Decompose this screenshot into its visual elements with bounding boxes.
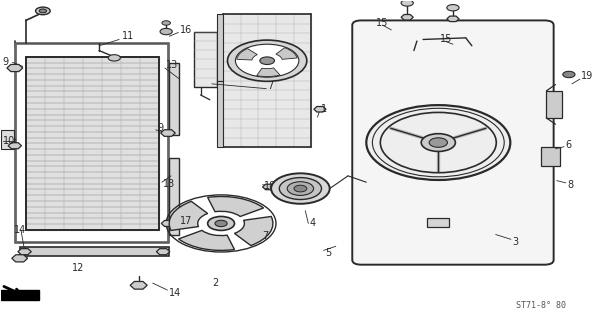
Circle shape xyxy=(108,55,120,61)
Polygon shape xyxy=(156,249,170,255)
Text: 10: 10 xyxy=(2,136,15,146)
Wedge shape xyxy=(257,68,280,76)
Circle shape xyxy=(39,9,47,13)
Text: FR.: FR. xyxy=(7,290,28,300)
Wedge shape xyxy=(234,216,273,245)
Polygon shape xyxy=(8,143,21,149)
Text: 7: 7 xyxy=(267,81,273,92)
Polygon shape xyxy=(401,14,413,20)
Polygon shape xyxy=(12,255,28,262)
Text: 14: 14 xyxy=(13,225,26,235)
Bar xyxy=(169,63,179,135)
Text: 6: 6 xyxy=(566,140,572,150)
Circle shape xyxy=(36,7,50,15)
Text: 1: 1 xyxy=(321,104,327,114)
Circle shape xyxy=(449,17,456,20)
Polygon shape xyxy=(161,130,175,136)
Circle shape xyxy=(162,21,170,25)
Circle shape xyxy=(215,220,227,227)
Bar xyxy=(427,218,449,227)
Circle shape xyxy=(429,138,447,147)
Circle shape xyxy=(208,216,235,230)
Bar xyxy=(217,81,223,147)
Circle shape xyxy=(294,185,307,192)
Circle shape xyxy=(134,283,143,288)
Text: 13: 13 xyxy=(163,179,175,189)
Bar xyxy=(169,158,179,235)
Circle shape xyxy=(260,57,275,65)
Circle shape xyxy=(421,134,455,151)
Polygon shape xyxy=(161,220,175,227)
Circle shape xyxy=(15,256,24,260)
Text: 14: 14 xyxy=(169,288,181,298)
Text: 3: 3 xyxy=(512,237,519,247)
Polygon shape xyxy=(130,282,147,289)
Text: 12: 12 xyxy=(72,263,84,273)
Polygon shape xyxy=(26,57,159,230)
Circle shape xyxy=(563,71,575,78)
Text: 11: 11 xyxy=(122,31,134,41)
Circle shape xyxy=(10,66,19,70)
Wedge shape xyxy=(276,48,297,59)
Text: 5: 5 xyxy=(325,248,331,258)
Polygon shape xyxy=(314,107,326,112)
Bar xyxy=(1,130,13,149)
Circle shape xyxy=(265,185,272,189)
Text: 9: 9 xyxy=(2,57,9,67)
Text: ST71-8° 80: ST71-8° 80 xyxy=(516,301,566,310)
Polygon shape xyxy=(1,290,39,300)
Polygon shape xyxy=(7,64,23,72)
Polygon shape xyxy=(223,14,311,147)
Text: 7: 7 xyxy=(262,231,269,241)
Circle shape xyxy=(227,40,306,81)
Polygon shape xyxy=(18,249,31,255)
Text: 9: 9 xyxy=(157,123,163,133)
Circle shape xyxy=(401,0,413,6)
Circle shape xyxy=(316,108,323,111)
Text: 2: 2 xyxy=(212,278,218,288)
Bar xyxy=(217,14,223,81)
Circle shape xyxy=(159,250,167,253)
Circle shape xyxy=(271,173,330,204)
Circle shape xyxy=(160,28,172,35)
Text: 13: 13 xyxy=(166,60,178,70)
Wedge shape xyxy=(169,201,208,230)
Circle shape xyxy=(235,44,299,77)
Circle shape xyxy=(21,250,28,253)
Circle shape xyxy=(287,182,314,196)
Bar xyxy=(541,147,560,166)
Circle shape xyxy=(11,144,18,148)
Bar xyxy=(194,32,217,87)
Bar xyxy=(546,91,562,118)
Circle shape xyxy=(367,105,510,180)
Text: 18: 18 xyxy=(264,181,276,191)
Text: 16: 16 xyxy=(180,25,192,35)
Wedge shape xyxy=(208,196,264,217)
Polygon shape xyxy=(447,16,459,21)
Circle shape xyxy=(447,4,459,11)
Circle shape xyxy=(404,15,411,19)
Text: 15: 15 xyxy=(376,18,389,28)
Wedge shape xyxy=(178,230,235,251)
Circle shape xyxy=(164,131,172,135)
Text: 17: 17 xyxy=(180,216,192,226)
Text: 8: 8 xyxy=(568,180,574,190)
FancyBboxPatch shape xyxy=(352,20,554,265)
Text: 4: 4 xyxy=(310,218,316,228)
Text: 15: 15 xyxy=(440,34,452,44)
Text: 19: 19 xyxy=(581,71,593,81)
Wedge shape xyxy=(237,49,257,60)
Circle shape xyxy=(164,221,172,225)
Polygon shape xyxy=(262,184,275,190)
Circle shape xyxy=(280,178,321,199)
Bar xyxy=(20,247,169,256)
